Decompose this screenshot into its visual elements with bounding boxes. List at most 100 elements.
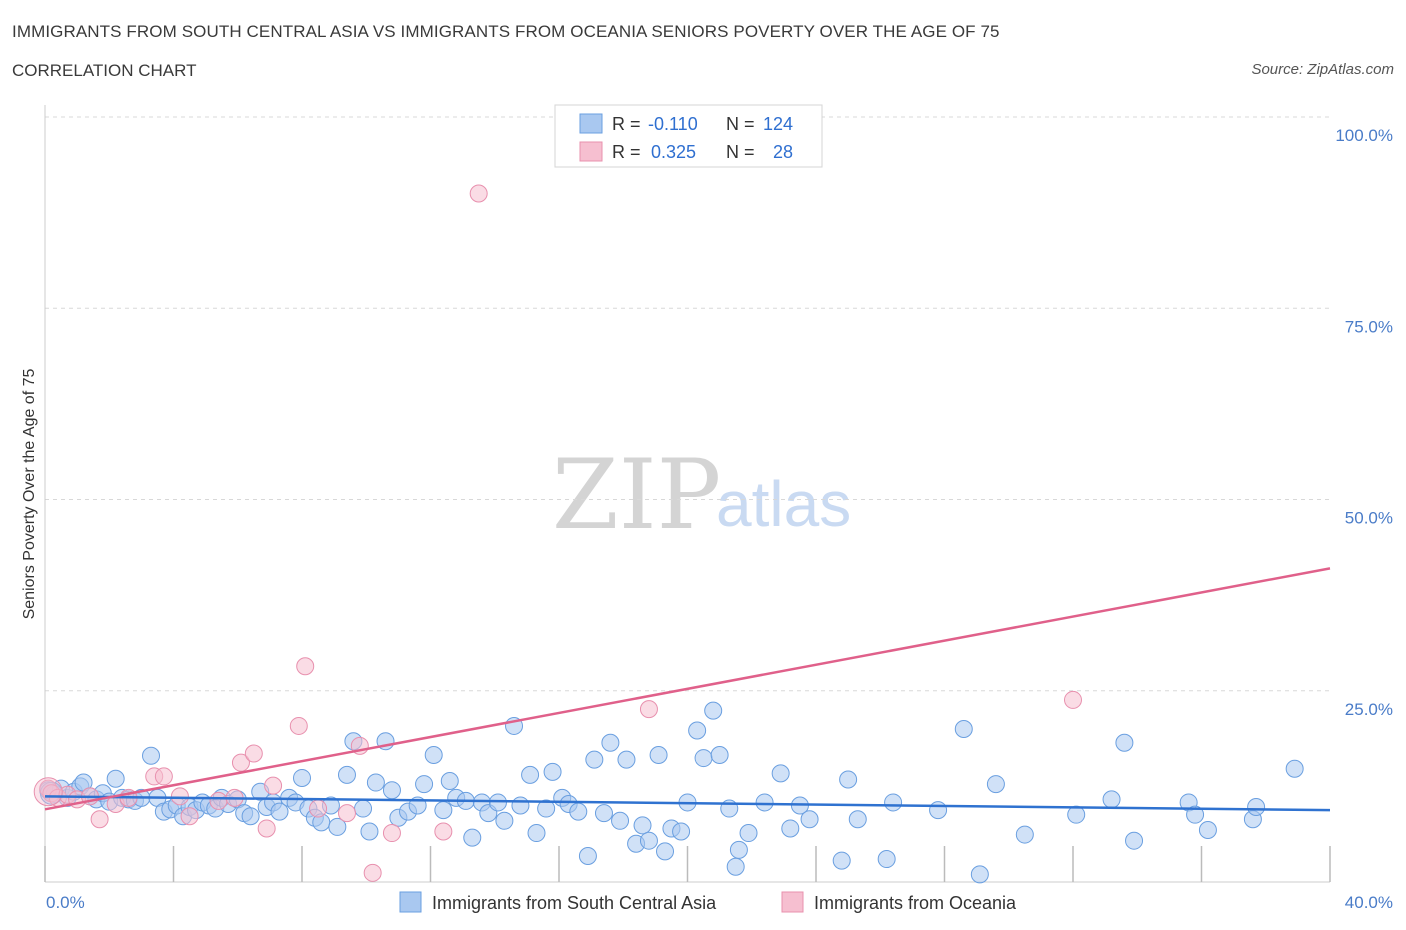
scatter-point-south-central-asia [360, 822, 379, 841]
scatter-point-oceania [296, 657, 315, 676]
scatter-point-oceania [469, 184, 488, 203]
stats-n-value-pink: 28 [773, 142, 793, 162]
stats-legend: R = -0.110 N = 124 R = 0.325 N = 28 [554, 104, 823, 168]
scatter-point-oceania [257, 819, 276, 838]
scatter-point-south-central-asia [656, 842, 675, 861]
stats-r-value-pink: 0.325 [651, 142, 696, 162]
scatter-point-south-central-asia [884, 793, 903, 812]
scatter-point-south-central-asia [704, 701, 723, 720]
scatter-point-south-central-asia [463, 828, 482, 847]
scatter-point-south-central-asia [1198, 820, 1217, 839]
y-tick-label: 25.0% [1345, 700, 1393, 719]
scatter-point-south-central-asia [569, 802, 588, 821]
scatter-point-south-central-asia [511, 796, 530, 815]
scatter-point-oceania [289, 716, 308, 735]
scatter-point-oceania [337, 804, 356, 823]
scatter-point-south-central-asia [739, 824, 758, 843]
scatter-point-oceania [154, 767, 173, 786]
bottom-legend: Immigrants from South Central Asia Immig… [399, 891, 1017, 913]
scatter-point-south-central-asia [1125, 831, 1144, 850]
scatter-point-south-central-asia [543, 762, 562, 781]
scatter-point-south-central-asia [293, 768, 311, 787]
scatter-point-south-central-asia [328, 817, 347, 836]
scatter-point-south-central-asia [434, 801, 453, 820]
scatter-point-south-central-asia [633, 816, 652, 835]
scatter-point-south-central-asia [877, 850, 896, 869]
scatter-point-south-central-asia [688, 721, 707, 740]
scatter-point-south-central-asia [585, 750, 604, 769]
scatter-point-south-central-asia [1067, 805, 1086, 824]
scatter-point-south-central-asia [954, 720, 973, 738]
scatter-point-south-central-asia [521, 765, 540, 784]
scatter-point-oceania [244, 744, 263, 763]
stats-n-label-pink: N = [726, 142, 755, 162]
scatter-point-oceania [1064, 690, 1082, 709]
x-tick-label: 0.0% [46, 893, 85, 912]
scatter-point-oceania [309, 799, 328, 818]
scatter-point-south-central-asia [617, 750, 636, 769]
legend-swatch-oceania [781, 891, 804, 913]
stats-n-value-blue: 124 [763, 114, 793, 134]
scatter-point-south-central-asia [839, 770, 858, 789]
scatter-point-south-central-asia [601, 733, 620, 752]
scatter-point-oceania [231, 753, 250, 772]
legend-label-oceania: Immigrants from Oceania [814, 893, 1017, 913]
y-tick-label: 50.0% [1345, 509, 1393, 528]
scatter-point-oceania [33, 777, 63, 807]
watermark-atlas: atlas [716, 468, 851, 540]
scatter-point-south-central-asia [800, 810, 819, 829]
scatter-point-south-central-asia [970, 865, 989, 884]
stats-r-label-blue: R = [612, 114, 641, 134]
stats-r-value-blue: -0.110 [648, 114, 698, 134]
y-tick-labels: 25.0% 50.0% 75.0% 100.0% [1335, 126, 1393, 719]
scatter-point-oceania [180, 807, 199, 826]
scatter-point-south-central-asia [1247, 798, 1266, 817]
scatter-point-south-central-asia [241, 807, 260, 826]
scatter-point-south-central-asia [537, 799, 556, 818]
chart-title: IMMIGRANTS FROM SOUTH CENTRAL ASIA VS IM… [12, 22, 1000, 41]
scatter-point-south-central-asia [832, 851, 851, 870]
scatter-point-south-central-asia [848, 810, 867, 829]
scatter-point-south-central-asia [781, 819, 800, 838]
axes [44, 105, 1331, 883]
scatter-point-oceania [434, 822, 453, 841]
scatter-point-south-central-asia [929, 801, 948, 820]
trend-lines [44, 567, 1331, 812]
scatter-point-south-central-asia [578, 846, 597, 865]
scatter-point-south-central-asia [694, 749, 713, 768]
trend-line-south-central-asia [44, 795, 1331, 812]
scatter-point-oceania [382, 824, 401, 843]
scatter-point-south-central-asia [366, 773, 385, 792]
y-axis-label: Seniors Poverty Over the Age of 75 [21, 369, 38, 620]
chart-subtitle: CORRELATION CHART [12, 61, 197, 80]
scatter-point-south-central-asia [649, 746, 668, 765]
scatter-point-oceania [639, 700, 658, 719]
scatter-point-south-central-asia [270, 802, 289, 821]
scatter-point-south-central-asia [1285, 759, 1304, 778]
scatter-point-oceania [264, 776, 283, 795]
watermark-zip: ZIP [552, 439, 721, 551]
scatter-point-south-central-asia [415, 775, 434, 794]
scatter-point-south-central-asia [1015, 825, 1034, 844]
stats-r-label-pink: R = [612, 142, 641, 162]
scatter-point-oceania [363, 863, 382, 882]
scatter-point-south-central-asia [1186, 805, 1205, 824]
scatter-point-south-central-asia [527, 824, 546, 843]
scatter-point-south-central-asia [639, 831, 658, 850]
stats-legend-swatch-pink [579, 141, 603, 162]
scatter-point-south-central-asia [729, 840, 748, 859]
scatter-point-south-central-asia [710, 746, 729, 765]
scatter-point-south-central-asia [354, 799, 373, 818]
scatter-point-south-central-asia [142, 746, 161, 765]
x-tick-labels: 0.0% 40.0% [46, 893, 1393, 912]
scatter-point-south-central-asia [382, 781, 401, 800]
scatter-point-oceania [170, 787, 189, 806]
source-note: Source: ZipAtlas.com [1251, 61, 1394, 78]
scatter-point-south-central-asia [1102, 790, 1121, 809]
stats-n-label-blue: N = [726, 114, 755, 134]
scatter-point-south-central-asia [424, 746, 443, 765]
scatter-point-south-central-asia [594, 804, 613, 823]
scatter-point-south-central-asia [611, 811, 630, 830]
scatter-point-south-central-asia [337, 765, 356, 784]
scatter-point-south-central-asia [106, 769, 125, 788]
